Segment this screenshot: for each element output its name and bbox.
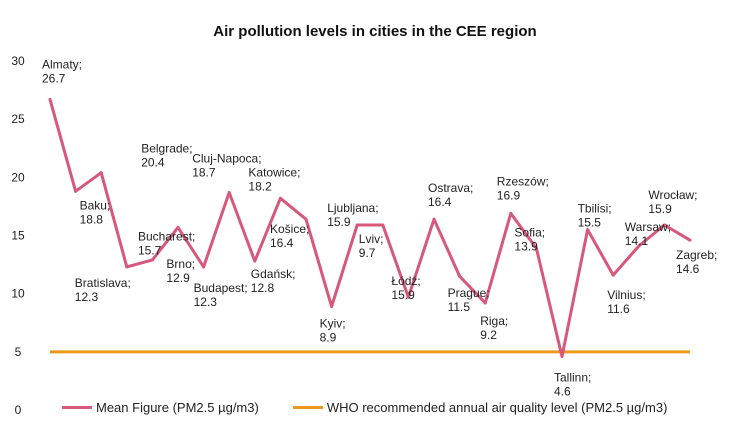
data-point bbox=[662, 223, 666, 227]
data-point bbox=[150, 258, 154, 262]
legend-swatch-mean bbox=[62, 406, 92, 409]
data-label: Katowice; 18.2 bbox=[248, 165, 300, 193]
data-label: Belgrade; 20.4 bbox=[141, 142, 192, 170]
data-label: Tbilisi; 15.5 bbox=[578, 202, 612, 230]
data-label: Łódź; 15.9 bbox=[391, 274, 420, 302]
legend-label-mean: Mean Figure (PM2.5 µg/m3) bbox=[96, 400, 259, 415]
data-label: Sofia; 13.9 bbox=[514, 225, 545, 253]
y-tick-label: 5 bbox=[15, 345, 22, 359]
data-point bbox=[278, 196, 282, 200]
data-label: Cluj-Napoca; 18.7 bbox=[192, 151, 261, 179]
data-point bbox=[330, 304, 334, 308]
data-label: Gdańsk; 12.8 bbox=[251, 267, 296, 295]
data-point bbox=[611, 273, 615, 277]
y-tick-label: 20 bbox=[11, 170, 25, 184]
data-point bbox=[483, 301, 487, 305]
data-label: Bratislava; 12.3 bbox=[75, 276, 131, 304]
data-label: Kyiv; 8.9 bbox=[320, 316, 346, 344]
data-point bbox=[432, 217, 436, 221]
y-tick-label: 10 bbox=[11, 287, 25, 301]
data-point bbox=[202, 265, 206, 269]
y-tick-label: 30 bbox=[11, 54, 25, 68]
data-label: Budapest; 12.3 bbox=[194, 281, 248, 309]
data-label: Rzeszów; 16.9 bbox=[497, 174, 549, 202]
y-tick-label: 25 bbox=[11, 112, 25, 126]
y-tick-label: 15 bbox=[11, 229, 25, 243]
legend-item-who: WHO recommended annual air quality level… bbox=[292, 400, 668, 415]
data-point bbox=[227, 190, 231, 194]
series-line-mean bbox=[48, 98, 691, 358]
data-label: Vilnius; 11.6 bbox=[607, 288, 645, 316]
data-label: Riga; 9.2 bbox=[480, 314, 508, 342]
chart-legend: Mean Figure (PM2.5 µg/m3) WHO recommende… bbox=[62, 400, 701, 415]
legend-label-who: WHO recommended annual air quality level… bbox=[326, 400, 668, 415]
data-label: Tallinn; 4.6 bbox=[554, 370, 591, 398]
data-point bbox=[586, 228, 590, 232]
data-point bbox=[74, 189, 78, 193]
data-point bbox=[688, 238, 692, 242]
data-label: Baku; 18.8 bbox=[80, 198, 111, 226]
data-point bbox=[99, 171, 103, 175]
legend-item-mean: Mean Figure (PM2.5 µg/m3) bbox=[62, 400, 259, 415]
data-label: Warsaw; 14.1 bbox=[625, 220, 671, 248]
data-label: Brno; 12.9 bbox=[166, 257, 195, 285]
data-point bbox=[458, 274, 462, 278]
data-point bbox=[176, 225, 180, 229]
data-point bbox=[253, 259, 257, 263]
data-point bbox=[560, 354, 564, 358]
legend-swatch-who bbox=[292, 406, 323, 409]
data-label: Zagreb; 14.6 bbox=[676, 248, 717, 276]
data-point bbox=[355, 223, 359, 227]
data-point bbox=[509, 211, 513, 215]
y-tick-label: 0 bbox=[15, 403, 22, 417]
data-point bbox=[406, 295, 410, 299]
data-label: Ljubljana; 15.9 bbox=[327, 201, 378, 229]
data-label: Almaty; 26.7 bbox=[42, 57, 82, 85]
data-point bbox=[534, 246, 538, 250]
data-label: Prague; 11.5 bbox=[448, 286, 490, 314]
chart-title: Air pollution levels in cities in the CE… bbox=[213, 23, 537, 40]
data-label: Lviv; 9.7 bbox=[359, 232, 384, 260]
data-point bbox=[381, 223, 385, 227]
data-point bbox=[304, 217, 308, 221]
data-label: Wrocław; 15.9 bbox=[648, 188, 697, 216]
data-point bbox=[48, 97, 52, 101]
data-point bbox=[125, 265, 129, 269]
data-point bbox=[637, 244, 641, 248]
data-label: Bucharest; 15.7 bbox=[138, 229, 195, 257]
data-label: Ostrava; 16.4 bbox=[428, 181, 473, 209]
data-label: Košice; 16.4 bbox=[270, 222, 309, 250]
